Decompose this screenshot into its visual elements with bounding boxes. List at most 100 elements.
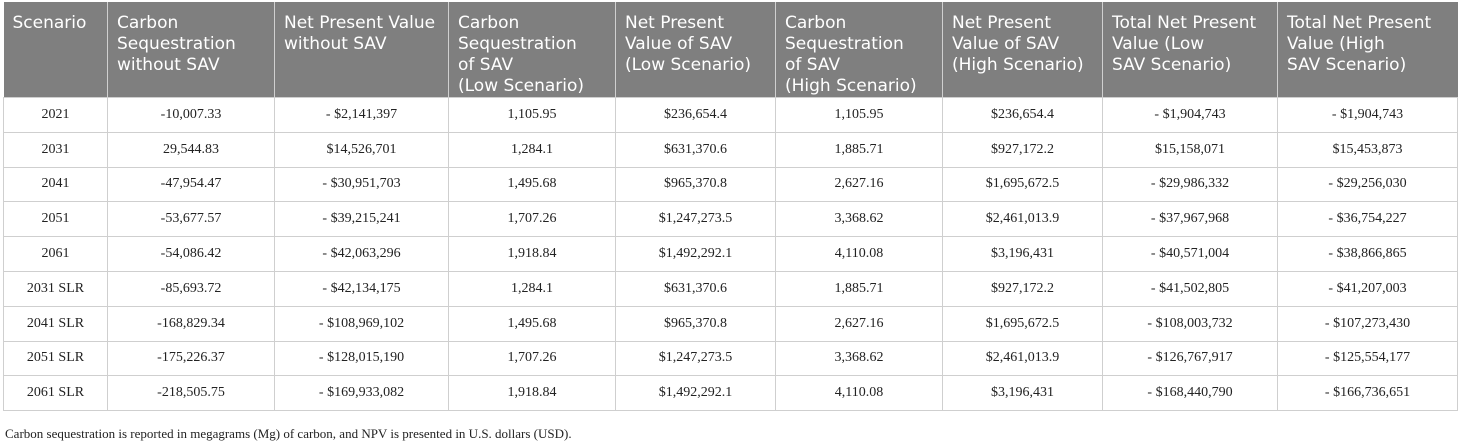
- table-cell: - $36,754,227: [1277, 201, 1458, 238]
- table-row: 2061 -54,086.42- $42,063,296 1,918.84 $1,49…: [3, 236, 1458, 272]
- column-header-line: Carbon: [785, 13, 847, 33]
- table-cell: - $126,767,917: [1102, 340, 1278, 377]
- table-cell: -47,954.47: [107, 166, 275, 203]
- table-cell: 2,627.16: [775, 305, 943, 342]
- table-cell: 1,284.1: [448, 270, 616, 307]
- table-cell: $3,196,431: [942, 236, 1103, 272]
- column-header-line: Total Net Present: [1112, 13, 1257, 33]
- table-row: 2041 SLR -168,829.34- $108,969,102 1,495.6…: [3, 305, 1458, 342]
- table-cell: 2,627.16: [775, 166, 943, 203]
- table-cell: 1,707.26: [448, 201, 616, 238]
- table-cell: 4,110.08: [775, 375, 943, 412]
- column-header-line: Value (High: [1287, 34, 1385, 54]
- column-header-line: Value of SAV: [625, 34, 733, 54]
- table-cell: $631,370.6: [615, 131, 776, 168]
- table-cell: $1,247,273.5: [615, 201, 776, 238]
- table-cell: $15,158,071: [1102, 131, 1278, 168]
- table-cell: - $42,063,296: [274, 236, 449, 272]
- table-cell: 1,918.84: [448, 375, 616, 412]
- table-cell: $15,453,873: [1277, 131, 1458, 168]
- table-cell: - $166,736,651: [1277, 375, 1458, 412]
- column-header-line: (Low Scenario): [625, 55, 752, 75]
- data-table: Scenario Carbon Sequestration without SAV Ne…: [3, 2, 1458, 412]
- table-cell: 3,368.62: [775, 340, 943, 377]
- table-row: 2021 -10,007.33- $2,141,397 1,105.95 $236,6…: [3, 97, 1458, 133]
- column-header: Net Present Value without SAV: [274, 2, 449, 98]
- table-row: 2051 SLR -175,226.37- $128,015,190 1,707.2…: [3, 340, 1458, 377]
- column-header: Total Net Present Value (High SAV Scenario…: [1277, 2, 1458, 98]
- table-body: 2021 -10,007.33- $2,141,397 1,105.95 $236,6…: [3, 97, 1458, 412]
- scenario-cell: 2031: [3, 131, 108, 168]
- table-cell: - $128,015,190: [274, 340, 449, 377]
- table-cell: $236,654.4: [615, 97, 776, 133]
- table-row: 2041 -47,954.47- $30,951,703 1,495.68 $965,…: [3, 166, 1458, 203]
- table-cell: -168,829.34: [107, 305, 275, 342]
- column-header-line: SAV Scenario): [1287, 55, 1407, 75]
- table-cell: -10,007.33: [107, 97, 275, 133]
- column-header-line: of SAV: [458, 55, 514, 75]
- table-cell: -85,693.72: [107, 270, 275, 307]
- column-header-line: Scenario: [12, 13, 87, 33]
- table-row: 2031 SLR -85,693.72- $42,134,175 1,284.1 $6…: [3, 270, 1458, 307]
- column-header-line: (Low Scenario): [458, 76, 585, 96]
- table-cell: - $108,969,102: [274, 305, 449, 342]
- table-cell: $1,695,672.5: [942, 305, 1103, 342]
- table-cell: 1,495.68: [448, 305, 616, 342]
- table-cell: 1,495.68: [448, 166, 616, 203]
- table-cell: - $107,273,430: [1277, 305, 1458, 342]
- table-cell: $631,370.6: [615, 270, 776, 307]
- table-cell: - $38,866,865: [1277, 236, 1458, 272]
- column-header-line: Value of SAV: [952, 34, 1060, 54]
- column-header-line: Net Present: [952, 13, 1052, 33]
- table-cell: - $1,904,743: [1102, 97, 1278, 133]
- table-cell: - $2,141,397: [274, 97, 449, 133]
- table-cell: -54,086.42: [107, 236, 275, 272]
- scenario-cell: 2021: [3, 97, 108, 133]
- header-row: Scenario Carbon Sequestration without SAV Ne…: [3, 2, 1458, 98]
- column-header-line: Sequestration: [458, 34, 577, 54]
- table-cell: 1,707.26: [448, 340, 616, 377]
- scenario-cell: 2051: [3, 201, 108, 238]
- table-cell: $2,461,013.9: [942, 201, 1103, 238]
- table-cell: - $29,986,332: [1102, 166, 1278, 203]
- column-header-line: Net Present Value: [284, 13, 436, 33]
- table-cell: -175,226.37: [107, 340, 275, 377]
- table-row: 2061 SLR -218,505.75- $169,933,082 1,918.8…: [3, 375, 1458, 412]
- scenario-cell: 2041 SLR: [3, 305, 108, 342]
- table-footnote: Carbon sequestration is reported in mega…: [5, 426, 572, 441]
- table-cell: - $29,256,030: [1277, 166, 1458, 203]
- column-header-line: without SAV: [117, 55, 220, 75]
- table-cell: 1,105.95: [775, 97, 943, 133]
- table-cell: -218,505.75: [107, 375, 275, 412]
- table-cell: $1,492,292.1: [615, 375, 776, 412]
- table-cell: 29,544.83: [107, 131, 275, 168]
- column-header-line: Sequestration: [785, 34, 904, 54]
- column-header: Carbon Sequestration of SAV (Low Scenario): [448, 2, 616, 98]
- table-cell: - $108,003,732: [1102, 305, 1278, 342]
- table-cell: $3,196,431: [942, 375, 1103, 412]
- scenario-cell: 2051 SLR: [3, 340, 108, 377]
- table-cell: - $37,967,968: [1102, 201, 1278, 238]
- table-cell: - $1,904,743: [1277, 97, 1458, 133]
- column-header-line: Carbon: [458, 13, 520, 33]
- table-cell: 4,110.08: [775, 236, 943, 272]
- table-cell: - $41,207,003: [1277, 270, 1458, 307]
- column-header-line: Value (Low: [1112, 34, 1205, 54]
- table-cell: - $168,440,790: [1102, 375, 1278, 412]
- table-cell: 1,284.1: [448, 131, 616, 168]
- table-cell: 1,885.71: [775, 131, 943, 168]
- table-cell: 1,918.84: [448, 236, 616, 272]
- table-cell: $965,370.8: [615, 166, 776, 203]
- table-cell: - $40,571,004: [1102, 236, 1278, 272]
- table-cell: $1,492,292.1: [615, 236, 776, 272]
- column-header-line: Carbon: [117, 13, 179, 33]
- table-cell: $1,695,672.5: [942, 166, 1103, 203]
- scenario-cell: 2041: [3, 166, 108, 203]
- column-header-line: SAV Scenario): [1112, 55, 1232, 75]
- column-header: Total Net Present Value (Low SAV Scenario): [1102, 2, 1278, 98]
- table-row: 2051 -53,677.57- $39,215,241 1,707.26 $1,24…: [3, 201, 1458, 238]
- table-cell: $2,461,013.9: [942, 340, 1103, 377]
- column-header-line: of SAV: [785, 55, 841, 75]
- column-header: Scenario: [3, 2, 108, 98]
- table-cell: $927,172.2: [942, 270, 1103, 307]
